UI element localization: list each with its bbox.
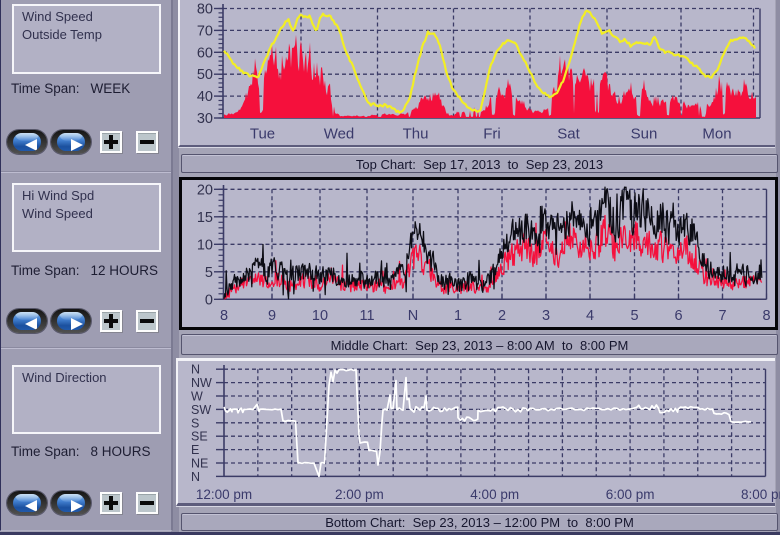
svg-text:12:00 pm: 12:00 pm [196, 487, 252, 502]
svg-text:70: 70 [197, 23, 213, 39]
svg-text:W: W [191, 390, 203, 404]
svg-text:80: 80 [197, 2, 213, 18]
svg-text:6:00 pm: 6:00 pm [606, 487, 655, 502]
svg-text:30: 30 [197, 111, 213, 127]
svg-text:8:00 pm: 8:00 pm [741, 487, 780, 502]
svg-text:SE: SE [191, 430, 208, 444]
svg-text:Tue: Tue [250, 126, 275, 143]
svg-text:Fri: Fri [483, 126, 501, 143]
svg-text:N: N [408, 308, 418, 324]
svg-text:6: 6 [674, 308, 682, 324]
svg-text:9: 9 [268, 308, 276, 324]
svg-text:4:00 pm: 4:00 pm [470, 487, 519, 502]
svg-text:8: 8 [220, 308, 228, 324]
svg-text:10: 10 [312, 308, 328, 324]
svg-text:5: 5 [205, 265, 213, 281]
svg-text:NE: NE [191, 457, 208, 471]
svg-text:SW: SW [191, 403, 211, 417]
svg-text:E: E [191, 443, 199, 457]
svg-text:20: 20 [197, 182, 213, 198]
svg-text:50: 50 [197, 67, 213, 83]
svg-text:Wed: Wed [324, 126, 355, 143]
svg-text:N: N [191, 470, 200, 484]
svg-text:Sun: Sun [631, 126, 658, 143]
svg-text:5: 5 [630, 308, 638, 324]
svg-text:0: 0 [205, 292, 213, 308]
svg-text:7: 7 [718, 308, 726, 324]
svg-text:15: 15 [197, 210, 213, 226]
svg-text:8: 8 [762, 308, 770, 324]
svg-text:40: 40 [197, 89, 213, 105]
svg-text:S: S [191, 416, 199, 430]
svg-text:11: 11 [359, 308, 374, 324]
svg-text:Sat: Sat [557, 126, 580, 143]
svg-text:N: N [191, 363, 200, 377]
svg-text:2:00 pm: 2:00 pm [335, 487, 384, 502]
svg-text:4: 4 [586, 308, 594, 324]
svg-text:NW: NW [191, 376, 212, 390]
svg-text:3: 3 [542, 308, 550, 324]
svg-text:Mon: Mon [702, 126, 731, 143]
svg-text:1: 1 [454, 308, 462, 324]
svg-text:10: 10 [197, 237, 213, 253]
svg-text:60: 60 [197, 45, 213, 61]
svg-text:Thu: Thu [403, 126, 429, 143]
svg-text:2: 2 [498, 308, 506, 324]
